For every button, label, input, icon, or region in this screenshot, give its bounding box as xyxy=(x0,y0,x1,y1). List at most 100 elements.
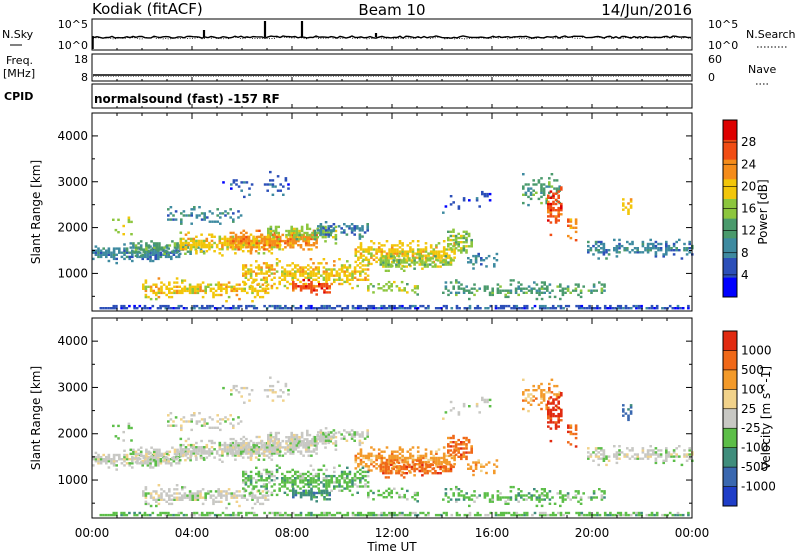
scatter-cell xyxy=(619,513,623,517)
scatter-cell xyxy=(112,255,116,259)
scatter-cell xyxy=(545,197,548,201)
scatter-cell xyxy=(123,249,126,252)
scatter-cell xyxy=(406,256,410,259)
scatter-cell xyxy=(203,212,206,215)
scatter-cell xyxy=(583,513,586,517)
scatter-cell xyxy=(239,437,243,441)
scatter-cell xyxy=(343,223,346,226)
scatter-cell xyxy=(594,447,598,450)
scatter-cell xyxy=(387,280,391,284)
scatter-cell xyxy=(92,464,95,467)
scatter-cell xyxy=(123,251,126,254)
scatter-cell xyxy=(423,472,427,475)
scatter-cell xyxy=(244,450,248,453)
scatter-cell xyxy=(183,486,187,489)
scatter-cell xyxy=(358,433,362,436)
scatter-cell xyxy=(290,229,293,233)
scatter-cell xyxy=(377,465,381,468)
scatter-cell xyxy=(449,263,453,266)
scatter-cell xyxy=(268,235,272,239)
scatter-cell xyxy=(356,485,359,488)
scatter-cell xyxy=(317,435,320,438)
scatter-cell xyxy=(323,291,326,294)
scatter-cell xyxy=(285,442,288,445)
scatter-cell xyxy=(309,481,313,484)
scatter-cell xyxy=(179,450,183,453)
scatter-cell xyxy=(285,229,288,233)
scatter-cell xyxy=(160,291,163,295)
scatter-cell xyxy=(204,496,207,499)
scatter-cell xyxy=(439,261,442,264)
scatter-cell xyxy=(271,439,274,443)
scatter-cell xyxy=(542,187,546,190)
scatter-cell xyxy=(179,231,183,234)
scatter-cell xyxy=(462,443,466,446)
scatter-cell xyxy=(460,234,463,238)
scatter-cell xyxy=(268,268,271,271)
scatter-cell xyxy=(200,513,204,517)
scatter-cell xyxy=(685,455,689,458)
scatter-cell xyxy=(225,496,228,499)
scatter-cell xyxy=(559,304,563,308)
scatter-cell xyxy=(131,253,134,256)
scatter-cell xyxy=(214,500,218,503)
scatter-cell xyxy=(220,293,223,297)
scatter-cell xyxy=(445,458,449,462)
scatter-cell xyxy=(299,280,302,284)
scatter-cell xyxy=(408,463,411,467)
scatter-cell xyxy=(242,444,246,447)
scatter-cell xyxy=(354,254,358,257)
scatter-cell xyxy=(606,307,610,310)
scatter-cell xyxy=(118,458,121,461)
scatter-cell xyxy=(123,460,126,463)
scatter-cell xyxy=(551,511,555,515)
scatter-cell xyxy=(398,446,402,449)
scatter-cell xyxy=(354,252,358,255)
scatter-cell xyxy=(665,449,668,452)
scatter-cell xyxy=(252,237,256,241)
scatter-cell xyxy=(522,287,526,290)
scatter-cell xyxy=(202,452,206,455)
scatter-cell xyxy=(384,255,388,258)
scatter-cell xyxy=(452,228,455,231)
scatter-cell xyxy=(547,211,550,214)
scatter-cell xyxy=(123,449,126,452)
scatter-cell xyxy=(683,249,686,252)
scatter-cell xyxy=(527,492,531,495)
scatter-cell xyxy=(233,496,236,499)
scatter-cell xyxy=(384,465,388,469)
scatter-cell xyxy=(455,488,458,491)
scatter-cell xyxy=(589,455,593,458)
scatter-cell xyxy=(667,451,671,454)
scatter-cell xyxy=(263,237,266,241)
scatter-cell xyxy=(567,220,570,223)
scatter-cell xyxy=(181,498,184,501)
scatter-cell xyxy=(270,472,274,476)
scatter-cell xyxy=(294,470,297,474)
scatter-cell xyxy=(165,244,169,247)
scatter-cell xyxy=(239,242,243,245)
scatter-cell xyxy=(594,453,598,456)
scatter-cell xyxy=(482,259,486,262)
scatter-cell xyxy=(359,448,363,451)
scatter-cell xyxy=(144,281,148,284)
scatter-cell xyxy=(286,286,289,290)
scatter-cell xyxy=(250,246,253,249)
scatter-cell xyxy=(182,248,185,251)
scatter-cell xyxy=(401,242,404,245)
scatter-cell xyxy=(240,181,243,184)
scatter-cell xyxy=(452,259,455,262)
scatter-cell xyxy=(304,479,307,482)
scatter-cell xyxy=(636,453,639,456)
scatter-cell xyxy=(327,274,331,277)
scatter-cell xyxy=(380,244,384,247)
scatter-cell xyxy=(688,457,691,460)
scatter-cell xyxy=(155,242,159,245)
scatter-cell xyxy=(435,246,438,249)
scatter-cell xyxy=(416,450,420,453)
scatter-cell xyxy=(281,272,284,275)
scatter-cell xyxy=(213,456,216,459)
scatter-cell xyxy=(507,291,510,294)
scatter-cell xyxy=(202,458,206,461)
scatter-cell xyxy=(372,491,375,495)
